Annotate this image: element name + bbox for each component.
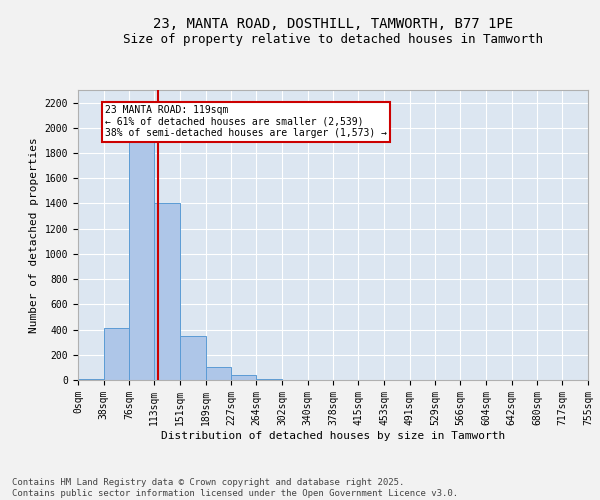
- Y-axis label: Number of detached properties: Number of detached properties: [29, 137, 39, 333]
- X-axis label: Distribution of detached houses by size in Tamworth: Distribution of detached houses by size …: [161, 430, 505, 440]
- Bar: [232, 375, 256, 380]
- Bar: [78, 378, 104, 380]
- Bar: [104, 328, 130, 380]
- Text: Size of property relative to detached houses in Tamworth: Size of property relative to detached ho…: [123, 32, 543, 46]
- Text: 23, MANTA ROAD, DOSTHILL, TAMWORTH, B77 1PE: 23, MANTA ROAD, DOSTHILL, TAMWORTH, B77 …: [153, 18, 513, 32]
- Bar: [154, 204, 180, 380]
- Bar: [130, 122, 154, 380]
- Text: Contains HM Land Registry data © Crown copyright and database right 2025.
Contai: Contains HM Land Registry data © Crown c…: [12, 478, 458, 498]
- Bar: [206, 368, 232, 380]
- Text: 23 MANTA ROAD: 119sqm
← 61% of detached houses are smaller (2,539)
38% of semi-d: 23 MANTA ROAD: 119sqm ← 61% of detached …: [105, 105, 387, 138]
- Bar: [180, 336, 206, 380]
